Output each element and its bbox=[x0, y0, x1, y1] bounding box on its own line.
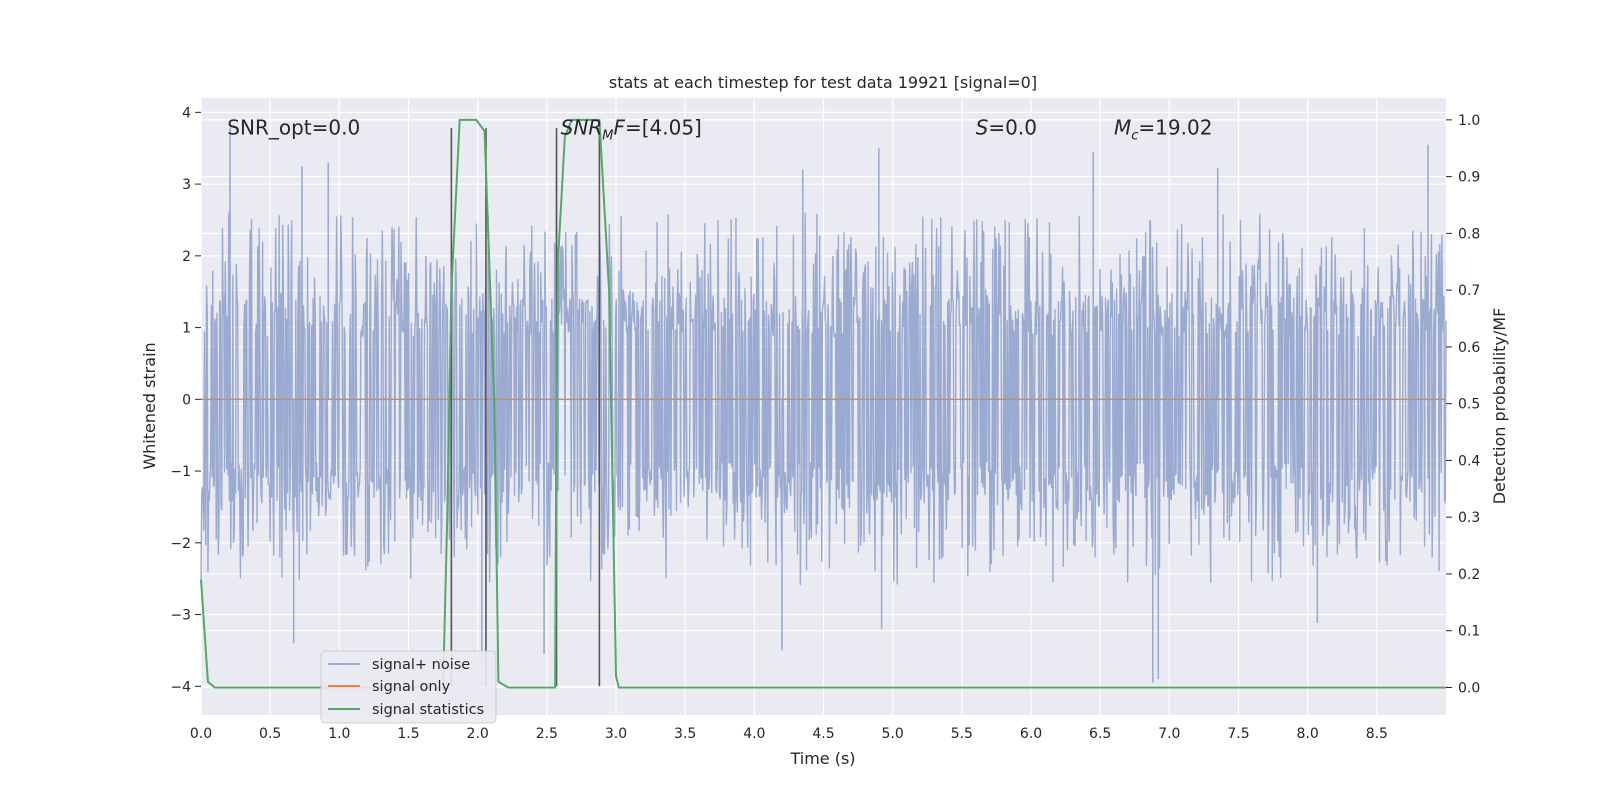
y-tick-label: 2 bbox=[182, 249, 191, 265]
x-axis-label: Time (s) bbox=[789, 749, 855, 768]
y-tick-label: −2 bbox=[170, 536, 191, 552]
y2-tick-label: 0.8 bbox=[1458, 226, 1480, 242]
y2-tick-label: 0.3 bbox=[1458, 510, 1480, 526]
y-tick-label: 4 bbox=[182, 105, 191, 121]
x-tick-label: 2.0 bbox=[467, 726, 489, 742]
y-axis-ticks: −4 −3 −2 −1 0 1 2 3 4 bbox=[170, 105, 201, 695]
annotation-s-value: S=0.0 bbox=[976, 116, 1037, 140]
y2-tick-label: 0.4 bbox=[1458, 453, 1480, 469]
y2-tick-label: 0.2 bbox=[1458, 567, 1480, 583]
legend-label-signal: signal only bbox=[372, 679, 451, 695]
annotations: SNR_opt=0.0 SNRMF=[4.05] S=0.0 Mc=19.02 bbox=[227, 116, 1212, 144]
y2-tick-label: 0.5 bbox=[1458, 397, 1480, 413]
y-tick-label: −3 bbox=[170, 608, 191, 624]
y-tick-label: 1 bbox=[182, 321, 191, 337]
y2-tick-label: 0.1 bbox=[1458, 624, 1480, 640]
legend-box bbox=[320, 650, 497, 724]
x-tick-label: 4.5 bbox=[812, 726, 834, 742]
noise-trace bbox=[200, 212, 1447, 586]
x-tick-label: 7.5 bbox=[1227, 726, 1249, 742]
x-tick-label: 0.0 bbox=[190, 726, 212, 742]
chart-title: stats at each timestep for test data 199… bbox=[609, 73, 1037, 92]
y-tick-label: 0 bbox=[182, 392, 191, 408]
x-tick-label: 3.5 bbox=[674, 726, 696, 742]
x-tick-label: 5.5 bbox=[951, 726, 973, 742]
y2-tick-label: 0.6 bbox=[1458, 340, 1480, 356]
y2-tick-label: 0.7 bbox=[1458, 283, 1480, 299]
x-tick-label: 6.5 bbox=[1089, 726, 1111, 742]
annotation-snr-opt: SNR_opt=0.0 bbox=[227, 116, 360, 140]
annotation-snr-mf: SNRMF=[4.05] bbox=[561, 116, 702, 144]
y-tick-label: −1 bbox=[170, 464, 191, 480]
x-tick-label: 0.5 bbox=[259, 726, 281, 742]
legend[interactable]: signal+ noise signal only signal statist… bbox=[320, 650, 497, 724]
x-tick-label: 7.0 bbox=[1158, 726, 1180, 742]
signal-statistics-series bbox=[200, 118, 1446, 689]
x-tick-label: 6.0 bbox=[1020, 726, 1042, 742]
x-tick-label: 8.5 bbox=[1366, 726, 1388, 742]
y2-tick-label: 0.0 bbox=[1458, 680, 1480, 696]
x-tick-label: 4.0 bbox=[743, 726, 765, 742]
y2-tick-label: 0.9 bbox=[1458, 170, 1480, 186]
x-tick-label: 2.5 bbox=[536, 726, 558, 742]
x-tick-label: 1.0 bbox=[328, 726, 350, 742]
annotation-chirp-mass: Mc=19.02 bbox=[1114, 116, 1212, 144]
x-axis-ticks: 0.0 0.5 1.0 1.5 2.0 2.5 3.0 3.5 4.0 4.5 5.0 5.5 6.0 6… bbox=[190, 726, 1388, 742]
x-tick-label: 3.0 bbox=[605, 726, 627, 742]
y-tick-label: 3 bbox=[182, 177, 191, 193]
y2-axis-label: Detection probability/MF bbox=[1490, 308, 1509, 505]
statistics-line bbox=[200, 118, 1446, 689]
y-axis-label: Whitened strain bbox=[140, 342, 159, 469]
x-tick-label: 5.0 bbox=[882, 726, 904, 742]
x-tick-label: 1.5 bbox=[397, 726, 419, 742]
legend-label-noise: signal+ noise bbox=[372, 657, 470, 673]
legend-label-statistics: signal statistics bbox=[372, 702, 484, 718]
y2-axis-ticks: 0.0 0.1 0.2 0.3 0.4 0.5 0.6 0.7 0.8 0.9 1.0 bbox=[1446, 113, 1480, 696]
x-tick-label: 8.0 bbox=[1297, 726, 1319, 742]
y2-tick-label: 1.0 bbox=[1458, 113, 1480, 129]
y-tick-label: −4 bbox=[170, 679, 191, 695]
